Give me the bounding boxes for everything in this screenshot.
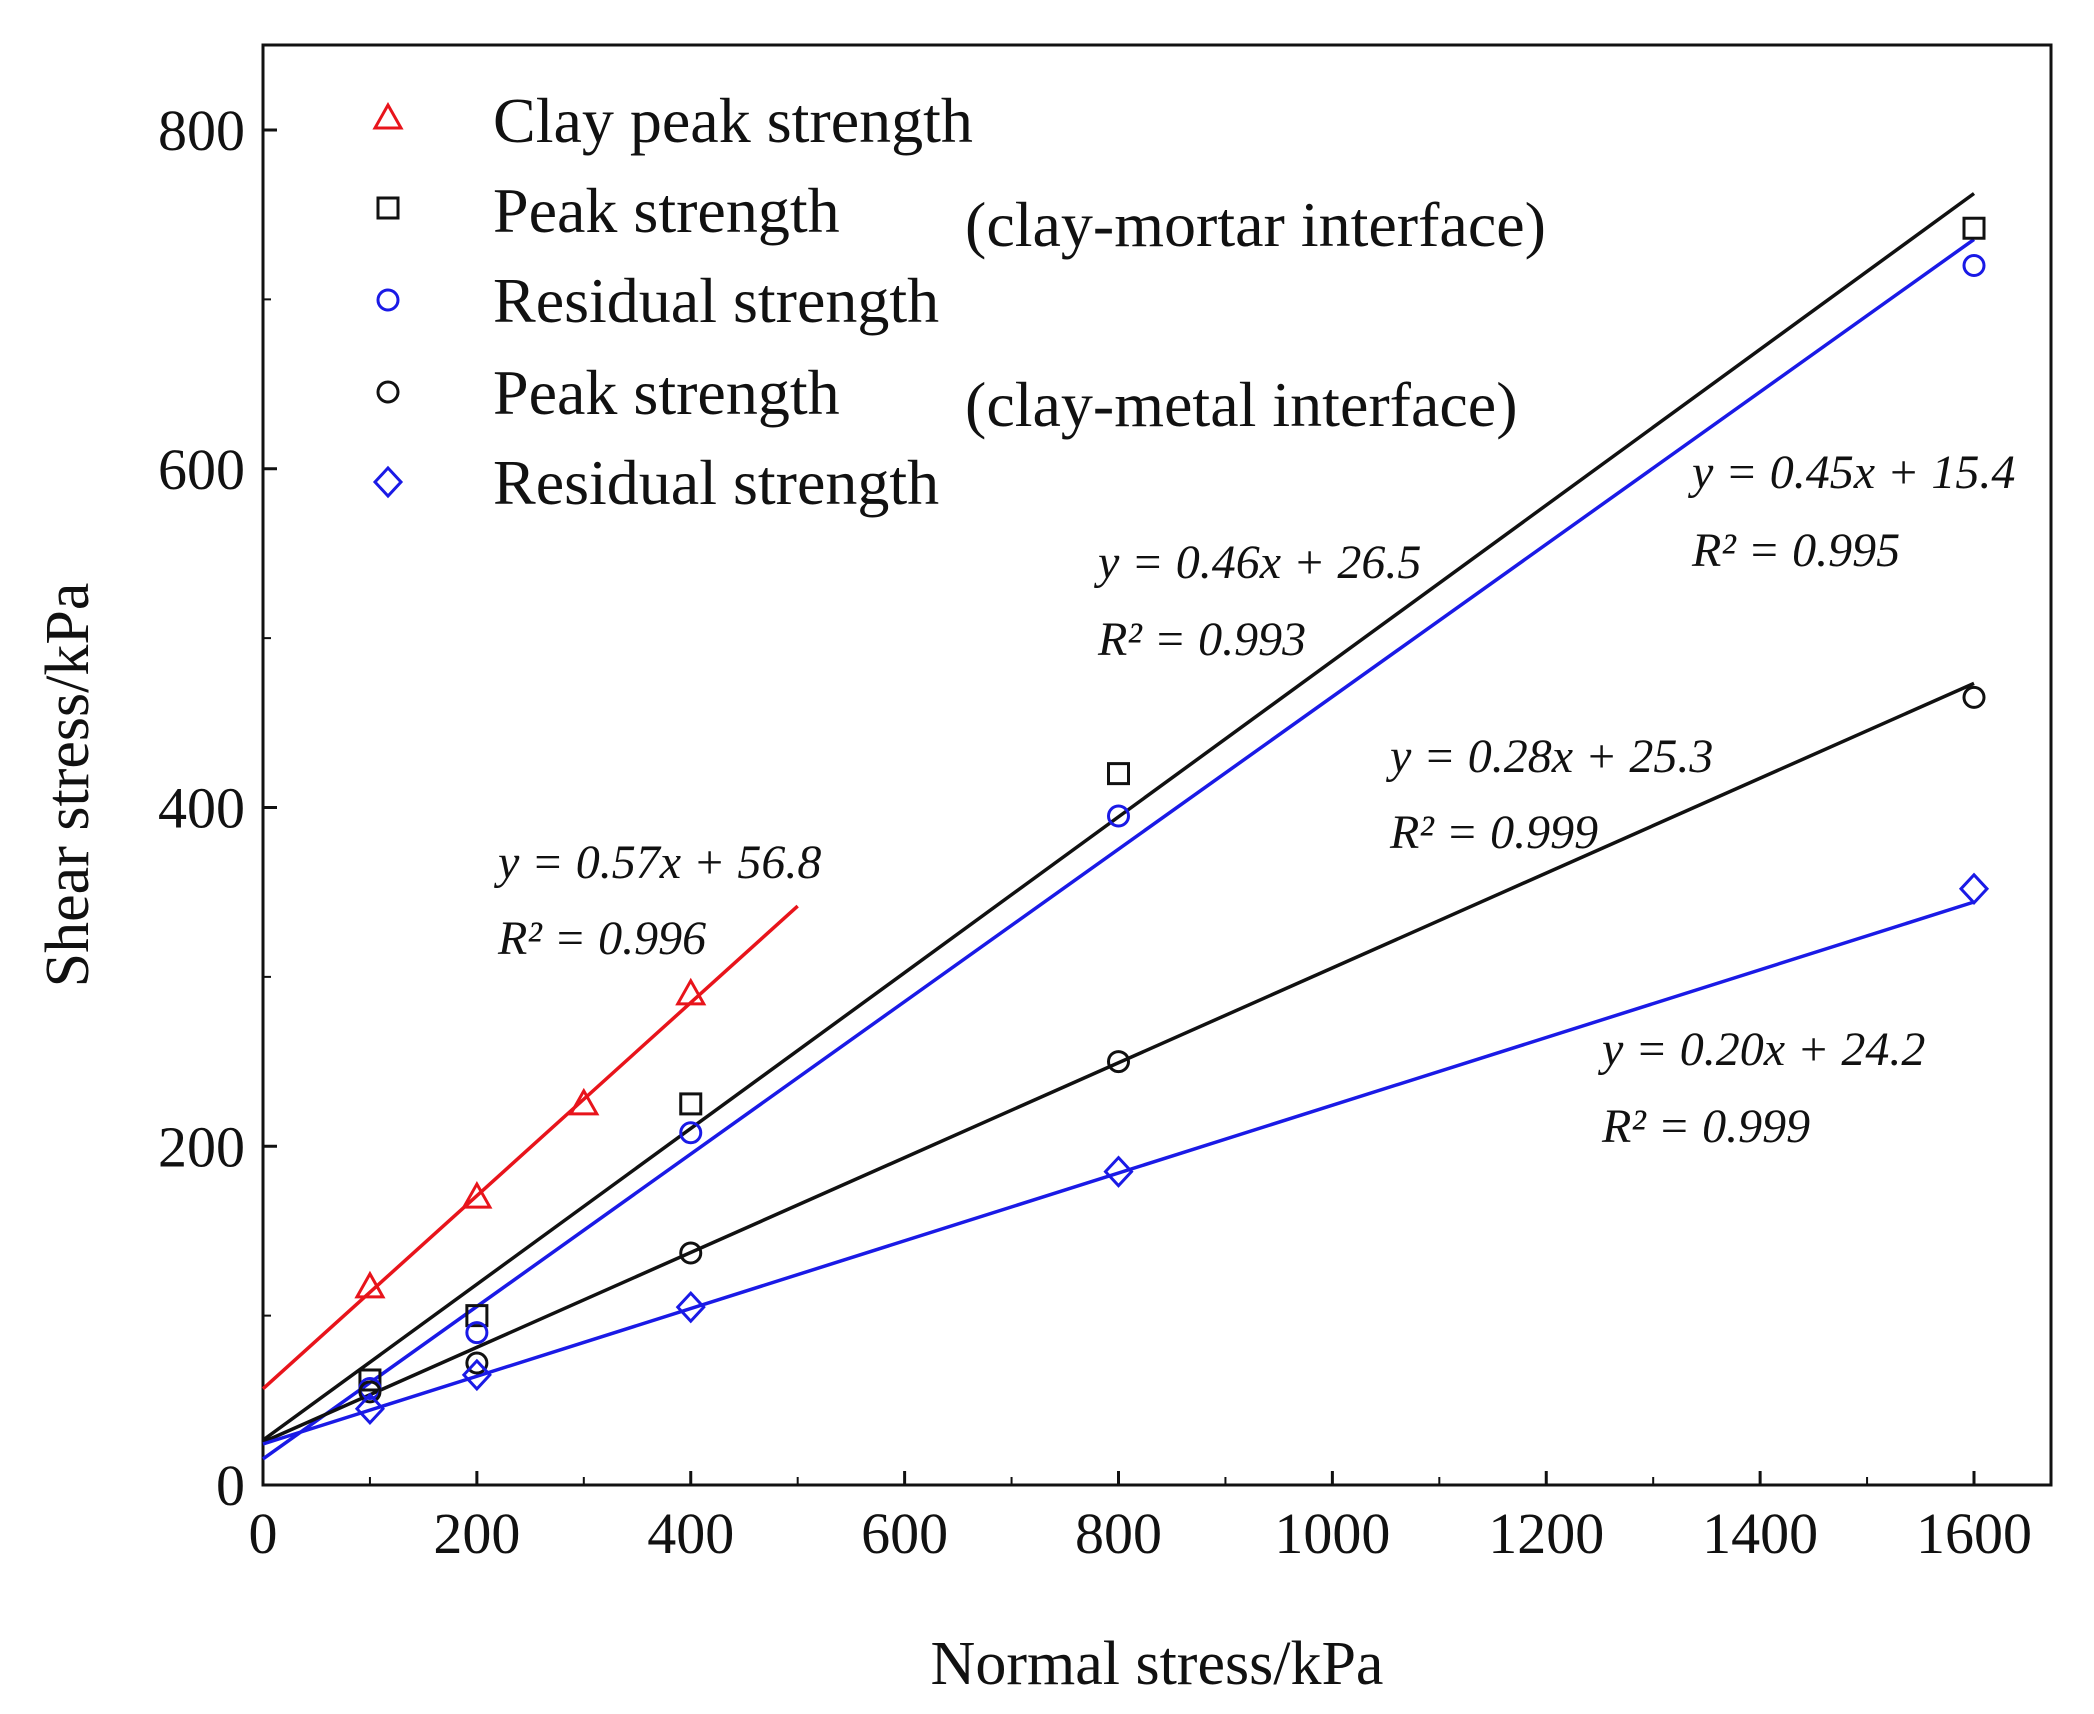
x-axis-title: Normal stress/kPa [931,1630,1384,1698]
data-point-s3-3 [1107,1050,1130,1074]
fit-line-4 [262,900,1975,1446]
data-points [354,216,1990,1425]
data-point-s3-1 [465,1351,489,1375]
fit-annotations: y = 0.57x + 56.8 R² = 0.996 y = 0.46x + … [493,446,2015,1153]
legend-markers [372,101,404,499]
x-tick-label-600: 600 [861,1501,948,1566]
legend-marker-0 [372,101,404,130]
r2-metal-peak: R² = 0.999 [1389,806,1598,859]
equation-metal-residual: y = 0.20x + 24.2 [1597,1023,1925,1076]
data-point-s1-4 [1962,216,1986,240]
r2-metal-residual: R² = 0.999 [1601,1100,1810,1153]
y-tick-label-0: 0 [216,1453,245,1518]
legend-group-clay-mortar: (clay-mortar interface) [965,189,1546,260]
x-tick-label-800: 800 [1075,1501,1162,1566]
data-point-s4-0 [354,1392,385,1425]
x-tick-label-400: 400 [647,1501,734,1566]
legend-label-clay-peak: Clay peak strength [493,85,973,156]
data-point-s4-4 [1958,872,1990,906]
data-point-s2-1 [465,1321,489,1345]
x-tick-label-200: 200 [433,1501,520,1566]
legend-label-metal-residual: Residual strength [493,447,939,518]
fit-line-0 [261,904,799,1391]
x-tick-label-1400: 1400 [1702,1501,1818,1566]
data-point-s2-4 [1962,254,1986,277]
data-point-s0-3 [675,977,707,1006]
data-point-s1-1 [465,1304,489,1328]
x-tick-label-1600: 1600 [1916,1501,2032,1566]
fit-line-1 [261,192,1976,1442]
x-tick-label-1000: 1000 [1274,1501,1390,1566]
equation-mortar-residual: y = 0.45x + 15.4 [1687,446,2015,499]
x-tick-label-0: 0 [249,1501,278,1566]
legend-label-mortar-peak: Peak strength [493,175,840,246]
y-axis-title: Shear stress/kPa [34,583,102,988]
data-point-s3-4 [1962,685,1986,709]
legend-marker-1 [376,196,400,220]
data-point-s1-2 [679,1092,703,1116]
equation-clay-peak: y = 0.57x + 56.8 [493,836,821,889]
y-tick-label-200: 200 [158,1114,245,1179]
plot-frame [261,43,2053,1487]
data-point-s4-3 [1103,1155,1134,1188]
data-point-s2-2 [679,1121,703,1145]
r2-clay-peak: R² = 0.996 [497,912,706,965]
data-point-s0-2 [568,1087,600,1116]
fit-line-3 [262,681,1975,1444]
r2-mortar-residual: R² = 0.995 [1691,524,1900,577]
y-tick-label-400: 400 [158,776,245,841]
axis-ticks: 0 200 400 600 800 1000 1200 1400 1600 0 200 400 600 8… [158,98,2032,1566]
x-tick-label-1200: 1200 [1488,1501,1604,1566]
equation-mortar-peak: y = 0.46x + 26.5 [1093,536,1421,589]
legend-marker-2 [376,288,400,312]
data-point-s4-2 [675,1290,706,1324]
legend: Clay peak strength Peak strength Residua… [372,85,1546,518]
data-point-s4-1 [461,1358,492,1392]
legend-group-clay-metal: (clay-metal interface) [965,369,1518,440]
data-point-s1-3 [1107,762,1130,786]
data-point-s2-3 [1107,804,1130,828]
data-point-s3-0 [358,1380,382,1404]
equation-metal-peak: y = 0.28x + 25.3 [1385,730,1713,783]
fit-lines [261,192,1976,1461]
legend-marker-4 [372,465,404,499]
legend-label-metal-peak: Peak strength [493,357,840,428]
data-point-s3-2 [679,1241,703,1265]
legend-marker-3 [376,380,400,404]
legend-label-mortar-residual: Residual strength [493,265,939,336]
y-tick-label-600: 600 [158,437,245,502]
data-point-s0-0 [354,1270,386,1299]
y-tick-label-800: 800 [158,98,245,163]
data-point-s0-1 [461,1181,493,1209]
data-point-s1-0 [358,1368,382,1392]
r2-mortar-peak: R² = 0.993 [1097,613,1306,666]
fit-line-2 [261,237,1976,1461]
